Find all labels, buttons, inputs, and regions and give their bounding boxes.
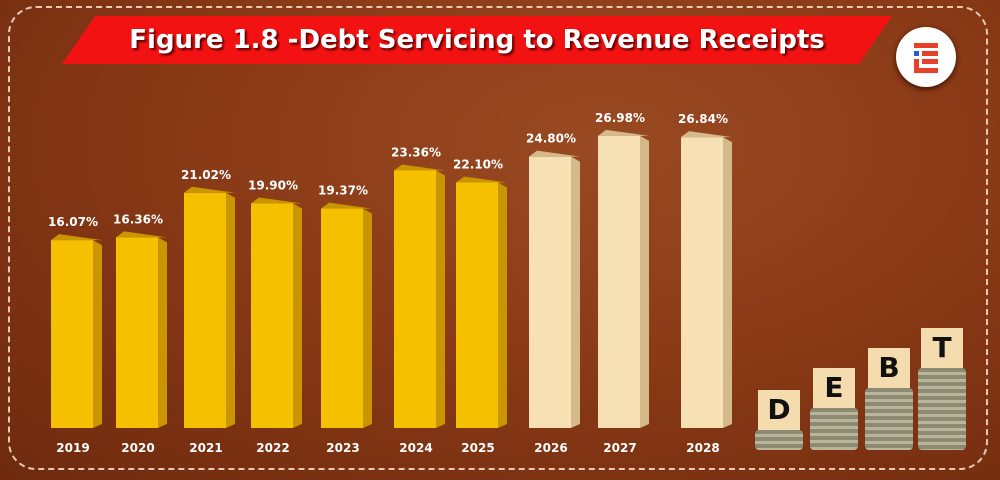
bar-side-2024 [436, 170, 445, 428]
tile-e: E [813, 368, 855, 408]
bar-top-2027 [598, 129, 649, 136]
chart-title: Figure 1.8 -Debt Servicing to Revenue Re… [129, 25, 825, 55]
bar-side-2027 [640, 135, 649, 428]
data-label-2019: 16.07% [48, 215, 98, 229]
data-label-2028: 26.84% [678, 112, 728, 126]
x-tick-label-2026: 2026 [534, 441, 567, 455]
bar-top-2024 [394, 164, 445, 171]
dashed-frame [8, 6, 988, 470]
bar-top-2020 [116, 231, 167, 238]
logo-icon [896, 27, 956, 87]
bar-side-2023 [363, 208, 372, 428]
bar-2024 [394, 170, 436, 428]
bar-2023 [321, 208, 363, 428]
bar-top-2021 [184, 186, 235, 193]
x-tick-label-2023: 2023 [326, 441, 359, 455]
title-banner [62, 16, 892, 64]
bar-2027 [598, 135, 640, 428]
bar-side-2026 [571, 156, 580, 428]
x-tick-label-2020: 2020 [121, 441, 154, 455]
x-tick-label-2025: 2025 [461, 441, 494, 455]
data-label-2027: 26.98% [595, 111, 645, 125]
x-tick-label-2019: 2019 [56, 441, 89, 455]
bar-2022 [251, 203, 293, 428]
bar-side-2022 [293, 203, 302, 428]
data-label-2020: 16.36% [113, 212, 163, 226]
bar-top-2025 [456, 176, 507, 183]
tile-b: B [868, 348, 910, 388]
data-label-2023: 19.37% [318, 184, 368, 198]
bar-top-2022 [251, 197, 302, 204]
bar-side-2020 [158, 237, 167, 428]
x-tick-label-2022: 2022 [256, 441, 289, 455]
bar-top-2028 [681, 131, 732, 138]
x-tick-label-2024: 2024 [399, 441, 432, 455]
bar-2020 [116, 237, 158, 428]
bar-side-2028 [723, 137, 732, 428]
bar-side-2019 [93, 240, 102, 428]
data-label-2021: 21.02% [181, 168, 231, 182]
x-tick-label-2021: 2021 [189, 441, 222, 455]
bar-side-2025 [498, 182, 507, 428]
data-label-2022: 19.90% [248, 179, 298, 193]
bar-2025 [456, 182, 498, 428]
bar-top-2019 [51, 234, 102, 241]
x-tick-label-2027: 2027 [603, 441, 636, 455]
bar-2028 [681, 137, 723, 428]
tile-t: T [921, 328, 963, 368]
data-label-2024: 23.36% [391, 145, 441, 159]
bar-2026 [529, 156, 571, 428]
tile-d: D [758, 390, 800, 430]
bar-2019 [51, 240, 93, 428]
bar-side-2021 [226, 192, 235, 428]
bar-top-2023 [321, 202, 372, 209]
data-label-2025: 22.10% [453, 157, 503, 171]
data-label-2026: 24.80% [526, 132, 576, 146]
bar-2021 [184, 192, 226, 428]
x-tick-label-2028: 2028 [686, 441, 719, 455]
bar-top-2026 [529, 150, 580, 157]
debt-coins-illustration: D E B T [755, 325, 970, 450]
